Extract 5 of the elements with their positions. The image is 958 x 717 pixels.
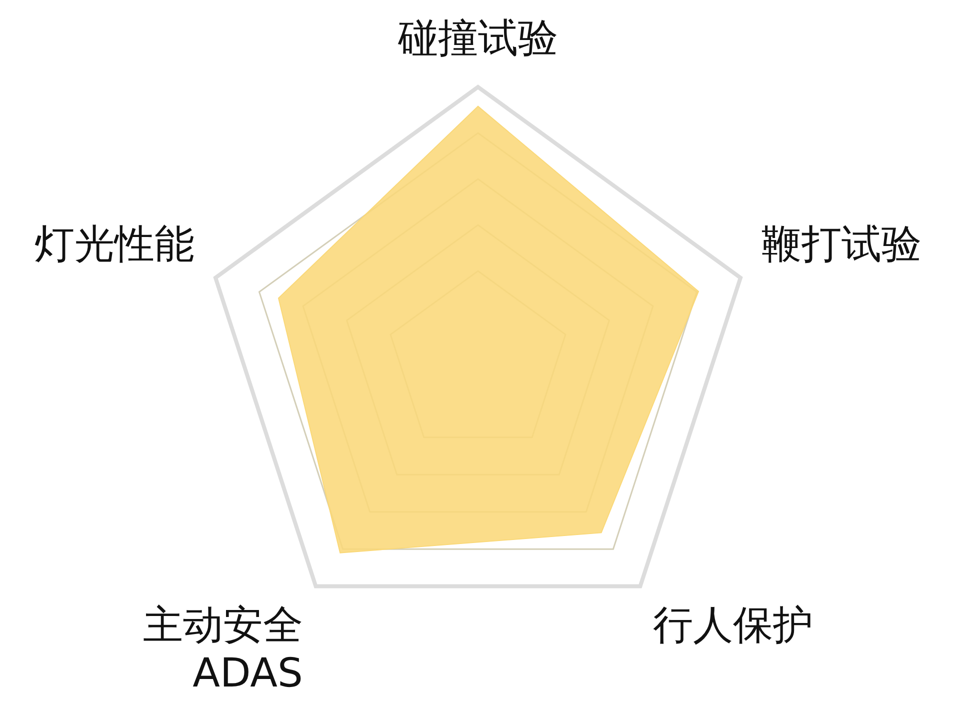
spoke-label: 碰撞试验 [397,15,558,62]
spoke-label: 鞭打试验 [761,221,922,268]
spoke-label: 灯光性能 [34,221,195,268]
spoke-label: 主动安全 ADAS [142,602,303,696]
spoke-label: 行人保护 [653,602,814,648]
